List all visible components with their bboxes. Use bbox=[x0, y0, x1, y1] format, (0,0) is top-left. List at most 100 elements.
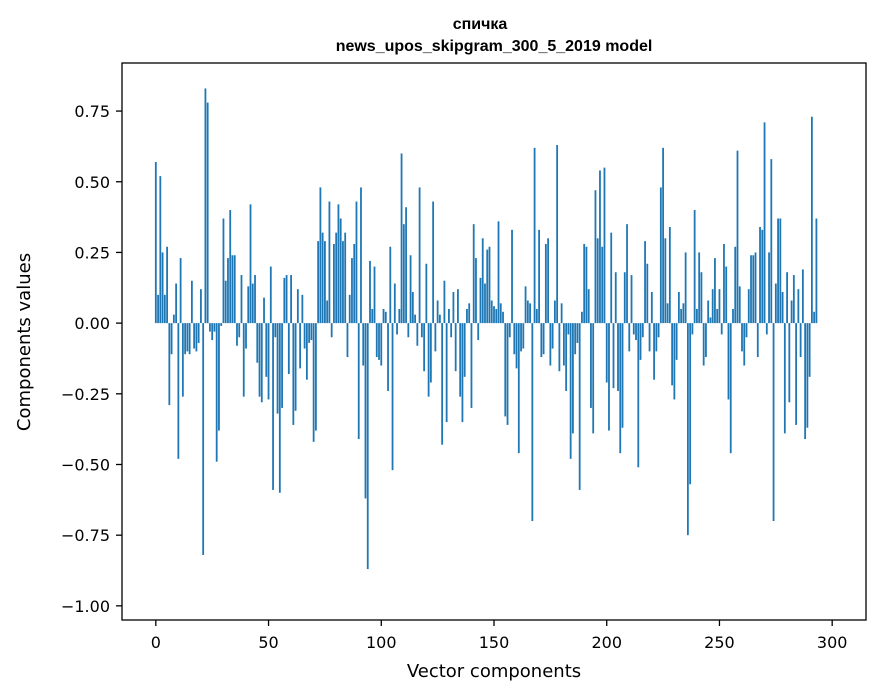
bar bbox=[664, 238, 667, 324]
bar bbox=[610, 232, 613, 324]
bar bbox=[799, 323, 802, 358]
y-axis-ticks: −1.00 −0.75 −0.50 −0.25 0.00 0.25 0.50 0.75 bbox=[61, 102, 122, 616]
bar bbox=[387, 323, 389, 391]
bar bbox=[671, 323, 674, 386]
bar bbox=[659, 187, 662, 324]
bar bbox=[511, 229, 513, 324]
bar bbox=[750, 255, 752, 324]
bar bbox=[529, 303, 531, 324]
bar bbox=[310, 323, 313, 341]
bar bbox=[628, 323, 631, 352]
bar bbox=[213, 323, 216, 332]
bar bbox=[682, 303, 685, 324]
bar bbox=[333, 243, 335, 324]
bar bbox=[227, 258, 229, 324]
bar bbox=[650, 292, 653, 324]
bar bbox=[177, 323, 180, 459]
bar bbox=[407, 323, 410, 338]
x-axis-label: Vector components bbox=[407, 661, 581, 682]
bar bbox=[278, 323, 281, 493]
bar bbox=[204, 88, 207, 324]
bar bbox=[375, 323, 378, 358]
bar bbox=[436, 300, 439, 324]
bar bbox=[605, 323, 608, 383]
bar bbox=[612, 323, 615, 389]
bar bbox=[576, 323, 579, 343]
bar bbox=[321, 232, 324, 324]
bar bbox=[556, 144, 559, 324]
bar bbox=[360, 187, 362, 324]
bar bbox=[157, 294, 159, 324]
bar bbox=[675, 323, 678, 360]
bar bbox=[242, 323, 245, 397]
bar bbox=[328, 201, 331, 324]
bar bbox=[389, 246, 392, 324]
bar bbox=[319, 187, 322, 324]
bar bbox=[813, 311, 816, 324]
bar bbox=[603, 167, 606, 324]
bar bbox=[247, 286, 250, 324]
bar bbox=[371, 308, 374, 324]
bar bbox=[700, 272, 703, 324]
bar bbox=[168, 323, 171, 406]
bar bbox=[526, 300, 529, 324]
bar bbox=[608, 323, 610, 431]
bar bbox=[267, 323, 270, 400]
bar bbox=[490, 300, 493, 324]
bar bbox=[581, 311, 583, 324]
bar bbox=[562, 323, 565, 366]
bar bbox=[335, 232, 338, 324]
bar bbox=[621, 323, 624, 428]
bar bbox=[218, 323, 220, 431]
bar bbox=[308, 323, 311, 343]
y-tick-label: −1.00 bbox=[61, 597, 110, 616]
bar bbox=[524, 286, 527, 324]
bar bbox=[788, 323, 791, 403]
bar bbox=[815, 218, 818, 324]
bar bbox=[184, 323, 187, 355]
bar bbox=[774, 283, 777, 324]
bar bbox=[380, 323, 383, 366]
bar bbox=[290, 275, 292, 324]
bar bbox=[736, 150, 739, 324]
bar bbox=[179, 258, 182, 324]
x-tick-label: 0 bbox=[151, 633, 161, 652]
bar bbox=[741, 323, 743, 352]
bar bbox=[391, 323, 394, 471]
bar bbox=[648, 323, 651, 352]
bar bbox=[393, 283, 396, 324]
bar bbox=[414, 314, 416, 324]
bar bbox=[684, 252, 687, 324]
y-tick-label: −0.25 bbox=[61, 385, 110, 404]
bar bbox=[292, 323, 295, 425]
bar bbox=[314, 323, 317, 431]
bar bbox=[720, 323, 723, 335]
bar bbox=[193, 323, 196, 349]
bar bbox=[743, 323, 746, 366]
bar bbox=[686, 323, 689, 536]
bar bbox=[790, 300, 793, 324]
bar bbox=[427, 323, 430, 397]
bar bbox=[786, 272, 788, 324]
bar bbox=[761, 229, 764, 324]
bar bbox=[463, 323, 466, 377]
bar bbox=[781, 292, 784, 324]
bar bbox=[806, 323, 809, 428]
bar bbox=[258, 323, 261, 397]
bar bbox=[301, 294, 304, 324]
bar bbox=[357, 323, 360, 440]
bar bbox=[691, 323, 694, 335]
bar bbox=[159, 176, 162, 324]
bar bbox=[531, 323, 534, 522]
bar bbox=[553, 300, 556, 324]
bar bbox=[705, 323, 707, 358]
bar bbox=[373, 266, 376, 324]
bar bbox=[759, 226, 761, 324]
bar bbox=[215, 323, 218, 462]
y-tick-label: 0.75 bbox=[74, 102, 110, 121]
bar bbox=[639, 323, 642, 360]
bar bbox=[673, 323, 676, 400]
bar bbox=[181, 323, 184, 397]
bar bbox=[626, 224, 628, 324]
